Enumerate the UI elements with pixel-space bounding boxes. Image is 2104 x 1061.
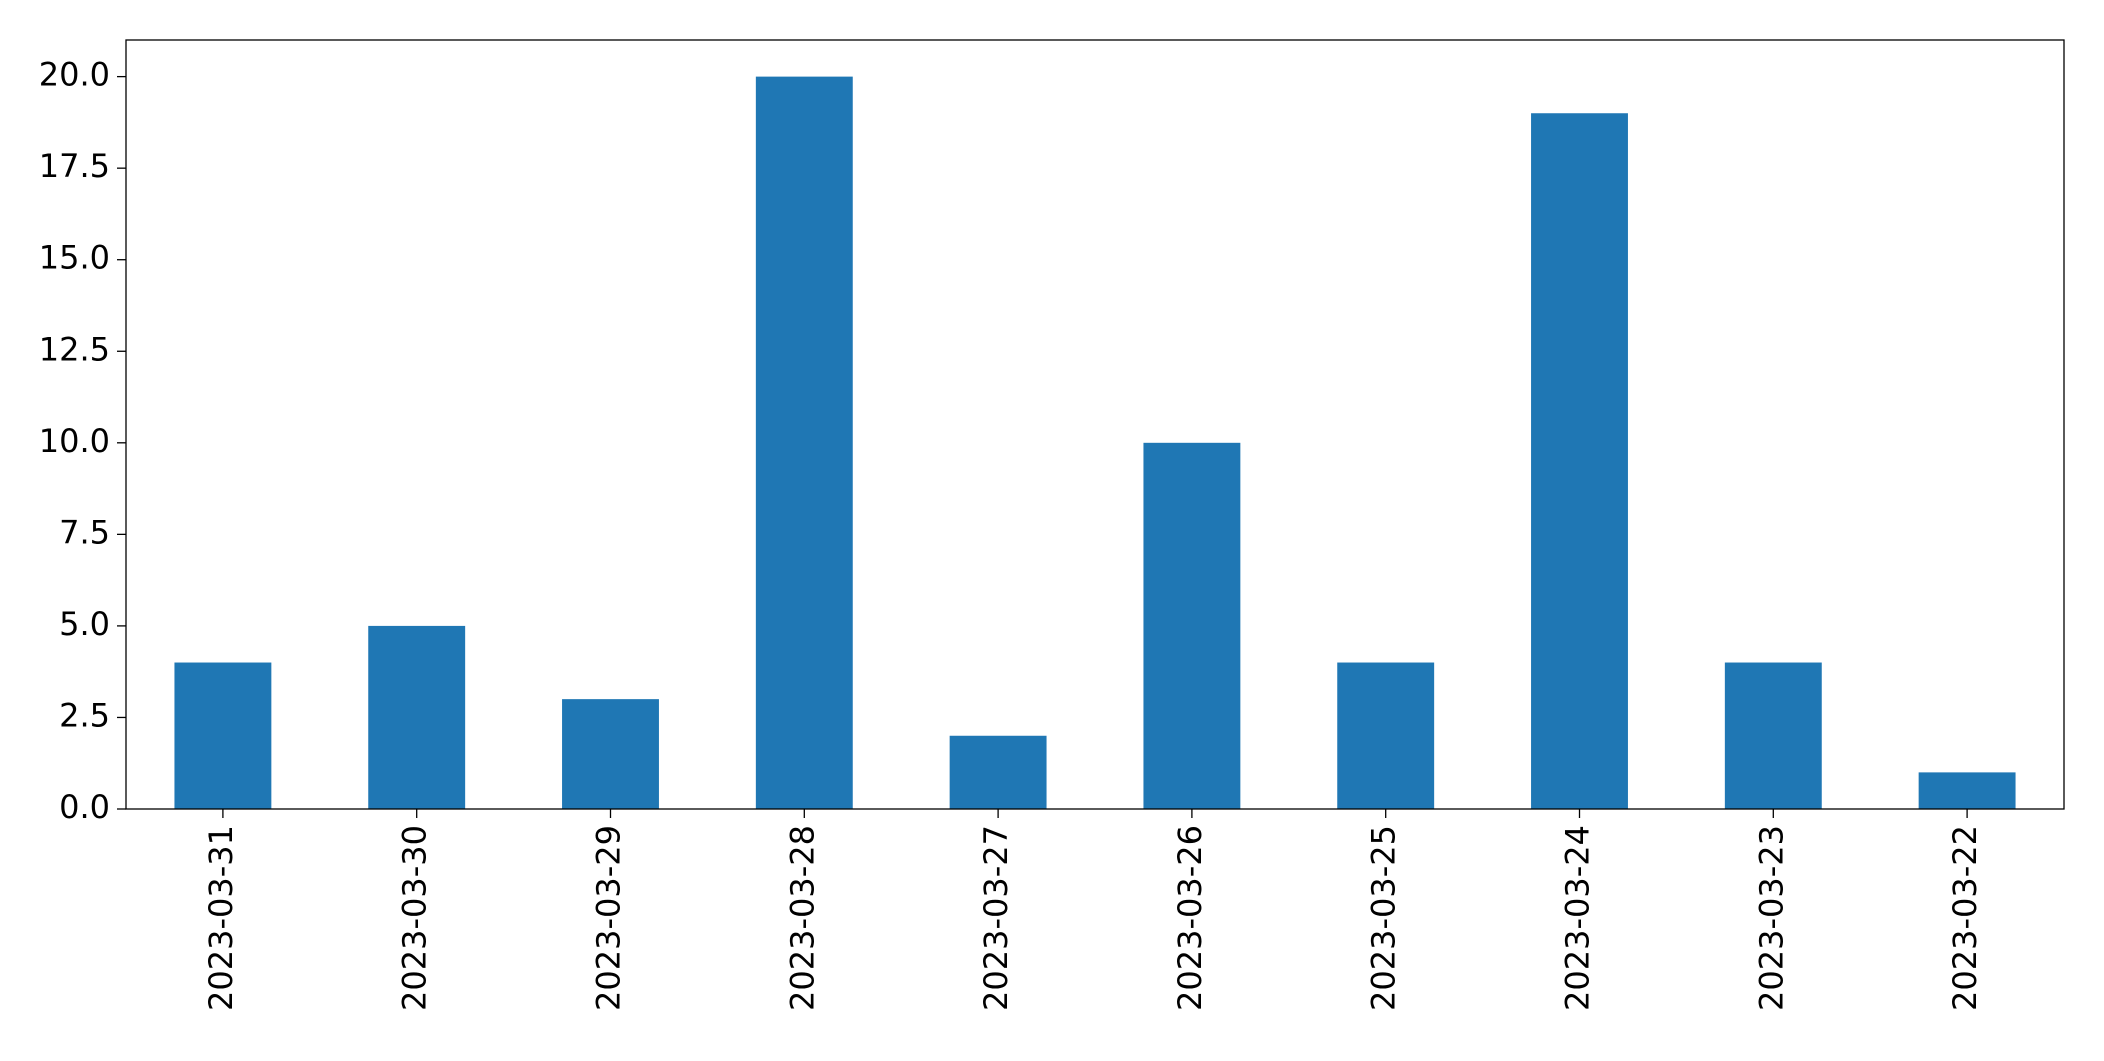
x-tick-label: 2023-03-31 bbox=[202, 825, 240, 1011]
bar bbox=[1918, 772, 2016, 809]
x-tick-label: 2023-03-24 bbox=[1559, 825, 1597, 1011]
y-tick-label: 20.0 bbox=[39, 56, 110, 94]
x-tick-label: 2023-03-22 bbox=[1946, 825, 1984, 1011]
y-tick-label: 10.0 bbox=[39, 422, 110, 460]
bar bbox=[1143, 442, 1241, 809]
x-tick-label: 2023-03-30 bbox=[396, 825, 434, 1011]
y-tick-label: 2.5 bbox=[59, 696, 110, 734]
bar bbox=[1337, 662, 1435, 809]
bar bbox=[755, 76, 853, 810]
y-tick-label: 5.0 bbox=[59, 605, 110, 643]
x-tick-label: 2023-03-29 bbox=[590, 825, 628, 1011]
x-tick-label: 2023-03-27 bbox=[977, 825, 1015, 1011]
bar bbox=[949, 735, 1047, 809]
x-tick-label: 2023-03-26 bbox=[1171, 825, 1209, 1011]
y-tick-label: 17.5 bbox=[39, 147, 110, 185]
bar bbox=[368, 625, 466, 809]
bar bbox=[1724, 662, 1822, 809]
bar bbox=[1531, 113, 1628, 809]
x-tick-label: 2023-03-28 bbox=[783, 825, 821, 1011]
x-tick-label: 2023-03-23 bbox=[1752, 825, 1790, 1011]
axes-frame bbox=[125, 39, 2065, 810]
y-tick-label: 12.5 bbox=[39, 330, 110, 368]
bar bbox=[562, 699, 659, 809]
y-tick-label: 0.0 bbox=[59, 788, 110, 826]
y-tick-label: 7.5 bbox=[59, 513, 110, 551]
x-tick-label: 2023-03-25 bbox=[1365, 825, 1403, 1011]
y-tick-label: 15.0 bbox=[39, 239, 110, 277]
bar bbox=[174, 662, 272, 809]
